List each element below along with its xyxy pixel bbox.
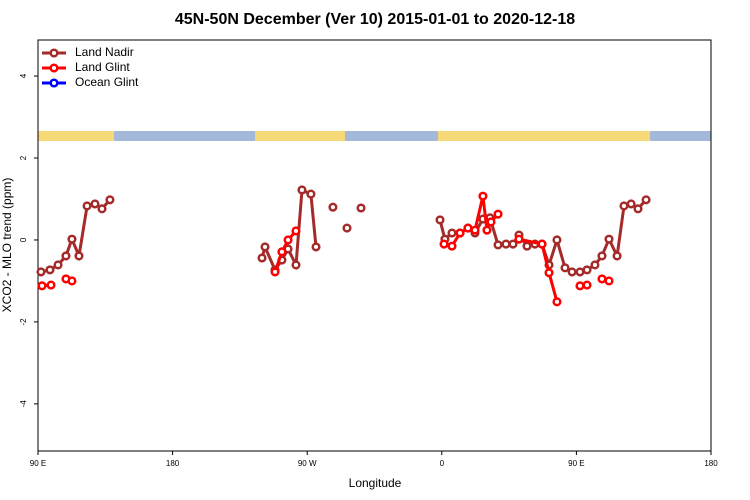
data-point (482, 225, 492, 235)
data-point (447, 241, 457, 251)
data-point (297, 185, 307, 195)
data-point (53, 260, 63, 270)
data-point (597, 251, 607, 261)
data-point (82, 201, 92, 211)
data-point (311, 242, 321, 252)
data-point (283, 235, 293, 245)
data-point (633, 204, 643, 214)
data-point (514, 234, 524, 244)
ocean (38, 131, 711, 141)
data-point (552, 235, 562, 245)
data-point (260, 242, 270, 252)
x-tick-label: 90 E (568, 459, 584, 468)
data-point (612, 251, 622, 261)
data-point (447, 228, 457, 238)
data-point (328, 202, 338, 212)
data-point (291, 260, 301, 270)
y-axis-label: XCO2 - MLO trend (ppm) (0, 178, 14, 313)
y-tick-label: 0 (19, 237, 28, 242)
x-tick-label: 90 W (298, 459, 317, 468)
legend-label: Land Glint (75, 60, 130, 74)
data-point (67, 234, 77, 244)
x-tick-label: 90 E (30, 459, 46, 468)
data-point (270, 267, 280, 277)
y-tick-label: 2 (19, 155, 28, 160)
data-point (537, 239, 547, 249)
legend-label: Ocean Glint (75, 75, 139, 89)
x-tick-label: 0 (440, 459, 445, 468)
data-point (74, 251, 84, 261)
land (438, 131, 650, 141)
data-point (486, 217, 496, 227)
data-point (257, 253, 267, 263)
data-point (61, 251, 71, 261)
data-point (46, 280, 56, 290)
data-point (522, 241, 532, 251)
land-ocean-strip (38, 131, 711, 141)
data-point (36, 267, 46, 277)
data-point (582, 280, 592, 290)
data-point (97, 204, 107, 214)
x-tick-label: 180 (704, 459, 718, 468)
data-point (493, 240, 503, 250)
data-point (501, 239, 511, 249)
data-point (597, 274, 607, 284)
x-axis-label: Longitude (349, 476, 402, 490)
data-point (277, 247, 287, 257)
data-point (619, 201, 629, 211)
legend-marker (49, 63, 59, 73)
data-point (342, 223, 352, 233)
land (255, 131, 345, 141)
y-tick-label: 4 (19, 73, 28, 78)
data-point (493, 209, 503, 219)
plot-frame (37, 39, 712, 452)
data-point (470, 225, 480, 235)
data-point (435, 215, 445, 225)
data-point (560, 263, 570, 273)
data-point (626, 199, 636, 209)
legend-marker (49, 78, 59, 88)
data-point (37, 281, 47, 291)
y-tick-label: -2 (19, 318, 28, 326)
data-point (455, 228, 465, 238)
data-point (105, 195, 115, 205)
data-point (306, 189, 316, 199)
data-point (604, 276, 614, 286)
data-point (567, 267, 577, 277)
data-point (439, 239, 449, 249)
data-point (291, 226, 301, 236)
x-tick-label: 180 (166, 459, 180, 468)
land (38, 131, 114, 141)
y-tick-label: -4 (19, 400, 28, 408)
data-point (582, 265, 592, 275)
legend-label: Land Nadir (75, 45, 134, 59)
data-point (552, 297, 562, 307)
data-point (45, 265, 55, 275)
data-point (604, 234, 614, 244)
data-point (575, 281, 585, 291)
data-point (575, 267, 585, 277)
data-point (544, 268, 554, 278)
chart-title: 45N-50N December (Ver 10) 2015-01-01 to … (175, 11, 575, 28)
data-point (508, 239, 518, 249)
data-point (67, 276, 77, 286)
data-point (641, 195, 651, 205)
data-point (478, 191, 488, 201)
data-point (463, 223, 473, 233)
legend-marker (49, 48, 59, 58)
data-point (356, 203, 366, 213)
data-point (590, 260, 600, 270)
data-point (90, 199, 100, 209)
